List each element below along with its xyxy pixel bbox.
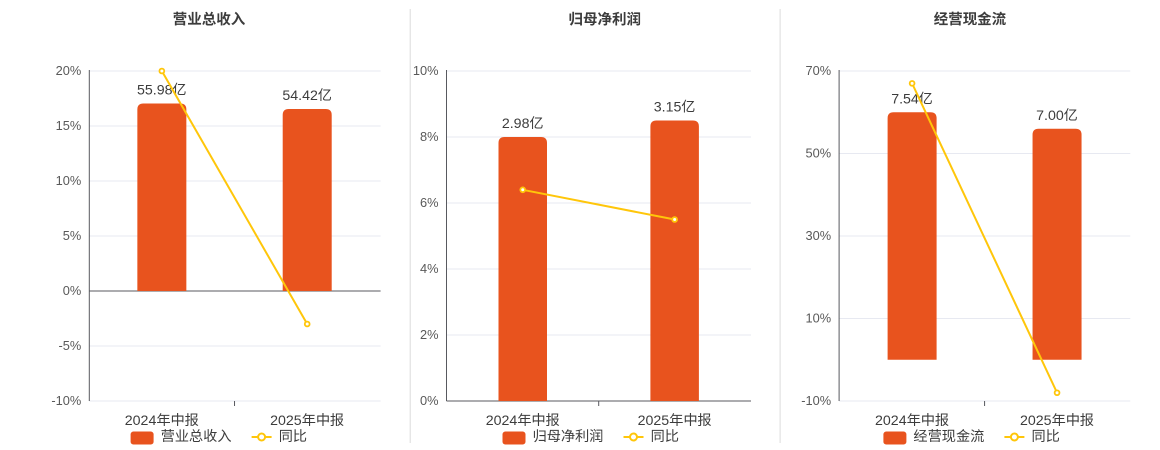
svg-text:-10%: -10% xyxy=(51,393,81,408)
svg-text:7.00亿: 7.00亿 xyxy=(1036,108,1078,124)
svg-text:50%: 50% xyxy=(805,146,831,161)
svg-text:2025年中报: 2025年中报 xyxy=(270,413,344,429)
svg-text:0%: 0% xyxy=(63,283,82,298)
svg-text:2024年中报: 2024年中报 xyxy=(875,413,949,429)
svg-text:4%: 4% xyxy=(420,261,439,276)
svg-text:2024年中报: 2024年中报 xyxy=(125,413,199,429)
svg-text:2%: 2% xyxy=(420,327,439,342)
svg-text:经营现金流: 经营现金流 xyxy=(913,429,984,445)
svg-text:55.98亿: 55.98亿 xyxy=(137,82,187,98)
svg-text:2024年中报: 2024年中报 xyxy=(486,413,560,429)
svg-text:-10%: -10% xyxy=(801,393,831,408)
svg-text:营业总收入: 营业总收入 xyxy=(173,11,246,28)
svg-text:70%: 70% xyxy=(805,63,831,78)
svg-text:54.42亿: 54.42亿 xyxy=(282,88,332,104)
svg-text:2025年中报: 2025年中报 xyxy=(638,413,712,429)
svg-text:同比: 同比 xyxy=(651,429,679,445)
svg-text:同比: 同比 xyxy=(279,429,307,445)
svg-text:-5%: -5% xyxy=(59,338,82,353)
svg-text:15%: 15% xyxy=(56,118,82,133)
svg-text:10%: 10% xyxy=(56,173,82,188)
svg-text:5%: 5% xyxy=(63,228,82,243)
svg-text:营业总收入: 营业总收入 xyxy=(161,428,232,445)
svg-text:2025年中报: 2025年中报 xyxy=(1020,413,1094,429)
svg-text:20%: 20% xyxy=(56,63,82,78)
svg-text:归母净利润: 归母净利润 xyxy=(569,11,642,28)
svg-text:10%: 10% xyxy=(805,311,831,326)
svg-text:2.98亿: 2.98亿 xyxy=(502,116,544,132)
svg-text:10%: 10% xyxy=(413,63,439,78)
svg-text:0%: 0% xyxy=(420,393,439,408)
svg-text:3.15亿: 3.15亿 xyxy=(654,100,696,116)
svg-text:7.54亿: 7.54亿 xyxy=(891,91,933,107)
svg-text:6%: 6% xyxy=(420,195,439,210)
svg-text:30%: 30% xyxy=(805,228,831,243)
svg-text:归母净利润: 归母净利润 xyxy=(533,428,604,445)
svg-text:同比: 同比 xyxy=(1031,429,1059,445)
svg-text:8%: 8% xyxy=(420,129,439,144)
svg-text:经营现金流: 经营现金流 xyxy=(934,11,1007,28)
